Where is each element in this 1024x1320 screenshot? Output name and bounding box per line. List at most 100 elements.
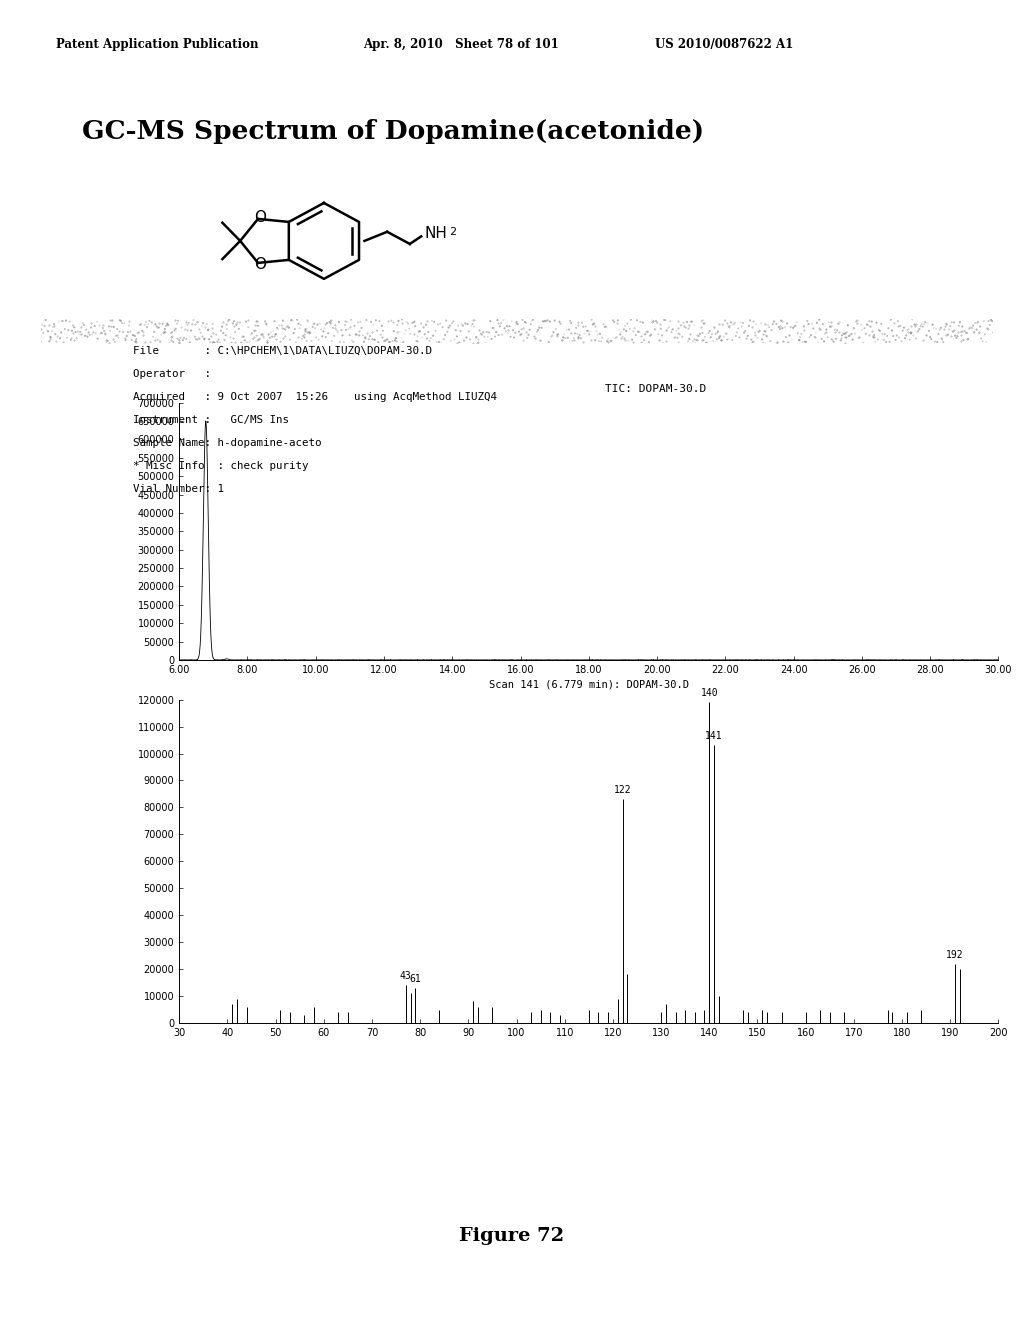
Point bbox=[137, 312, 154, 333]
Point bbox=[386, 321, 402, 342]
Point bbox=[45, 317, 61, 338]
Point bbox=[646, 318, 663, 339]
Point bbox=[779, 313, 796, 334]
Point bbox=[743, 317, 760, 338]
Point bbox=[976, 310, 992, 331]
Text: Acquired   : 9 Oct 2007  15:26    using AcqMethod LIUZQ4: Acquired : 9 Oct 2007 15:26 using AcqMet… bbox=[133, 392, 497, 403]
Point bbox=[424, 310, 440, 331]
Point bbox=[297, 318, 313, 339]
Point bbox=[73, 315, 89, 337]
Point bbox=[819, 327, 836, 348]
Point bbox=[254, 323, 270, 345]
Point bbox=[670, 327, 686, 348]
Point bbox=[716, 326, 732, 347]
Point bbox=[258, 314, 274, 335]
Point bbox=[265, 326, 282, 347]
Point bbox=[88, 327, 104, 348]
Point bbox=[394, 312, 411, 333]
Point bbox=[337, 310, 353, 331]
Point bbox=[689, 325, 706, 346]
Point bbox=[490, 325, 507, 346]
Point bbox=[348, 323, 365, 345]
Point bbox=[638, 321, 654, 342]
Point bbox=[540, 310, 556, 331]
Point bbox=[639, 321, 655, 342]
Point bbox=[152, 312, 168, 333]
Point bbox=[672, 323, 688, 345]
Point bbox=[760, 314, 776, 335]
Point bbox=[813, 329, 829, 350]
Point bbox=[833, 327, 849, 348]
Point bbox=[49, 326, 66, 347]
Point bbox=[644, 312, 660, 333]
Point bbox=[796, 319, 812, 341]
Point bbox=[581, 323, 597, 345]
Point bbox=[870, 319, 887, 341]
Point bbox=[180, 313, 197, 334]
Point bbox=[275, 327, 292, 348]
Point bbox=[33, 331, 49, 352]
Point bbox=[388, 331, 404, 352]
Point bbox=[611, 319, 628, 341]
Point bbox=[212, 333, 228, 354]
Point bbox=[85, 322, 101, 343]
Text: 43: 43 bbox=[399, 972, 412, 981]
Point bbox=[481, 322, 498, 343]
Point bbox=[383, 310, 399, 331]
Point bbox=[418, 314, 434, 335]
Text: Apr. 8, 2010   Sheet 78 of 101: Apr. 8, 2010 Sheet 78 of 101 bbox=[364, 37, 559, 50]
Point bbox=[677, 315, 693, 337]
Point bbox=[285, 310, 301, 331]
Point bbox=[394, 309, 411, 330]
Point bbox=[370, 331, 386, 352]
Point bbox=[782, 317, 799, 338]
Point bbox=[226, 331, 243, 352]
Point bbox=[303, 330, 319, 351]
Point bbox=[467, 310, 483, 331]
Point bbox=[754, 329, 770, 350]
Point bbox=[692, 317, 709, 338]
Point bbox=[472, 323, 488, 345]
Point bbox=[238, 312, 254, 333]
Point bbox=[106, 331, 123, 352]
Point bbox=[629, 310, 645, 331]
Point bbox=[877, 323, 893, 345]
Point bbox=[807, 326, 823, 347]
Point bbox=[921, 321, 937, 342]
Point bbox=[39, 319, 55, 341]
Text: 122: 122 bbox=[613, 785, 632, 795]
Point bbox=[257, 310, 273, 331]
Point bbox=[773, 310, 790, 331]
Point bbox=[655, 333, 672, 354]
Point bbox=[694, 329, 711, 350]
Point bbox=[98, 333, 115, 354]
Point bbox=[975, 331, 991, 352]
Point bbox=[808, 322, 824, 343]
Point bbox=[195, 326, 211, 347]
Point bbox=[167, 309, 183, 330]
Point bbox=[599, 331, 615, 352]
Point bbox=[75, 313, 91, 334]
Point bbox=[862, 315, 879, 337]
Point bbox=[973, 327, 989, 348]
Point bbox=[822, 315, 839, 337]
Point bbox=[930, 323, 946, 345]
Point bbox=[554, 329, 570, 350]
Point bbox=[897, 327, 913, 348]
Point bbox=[205, 313, 221, 334]
Point bbox=[234, 326, 251, 347]
Point bbox=[34, 314, 50, 335]
Point bbox=[334, 325, 350, 346]
Point bbox=[705, 330, 721, 351]
Point bbox=[764, 319, 780, 341]
Point bbox=[775, 331, 792, 352]
Point bbox=[531, 317, 548, 338]
Point bbox=[331, 312, 347, 333]
Point bbox=[569, 312, 586, 333]
Point bbox=[309, 314, 326, 335]
Point bbox=[899, 321, 915, 342]
Point bbox=[863, 312, 880, 333]
Point bbox=[958, 322, 975, 343]
Point bbox=[949, 326, 966, 347]
Point bbox=[478, 322, 495, 343]
